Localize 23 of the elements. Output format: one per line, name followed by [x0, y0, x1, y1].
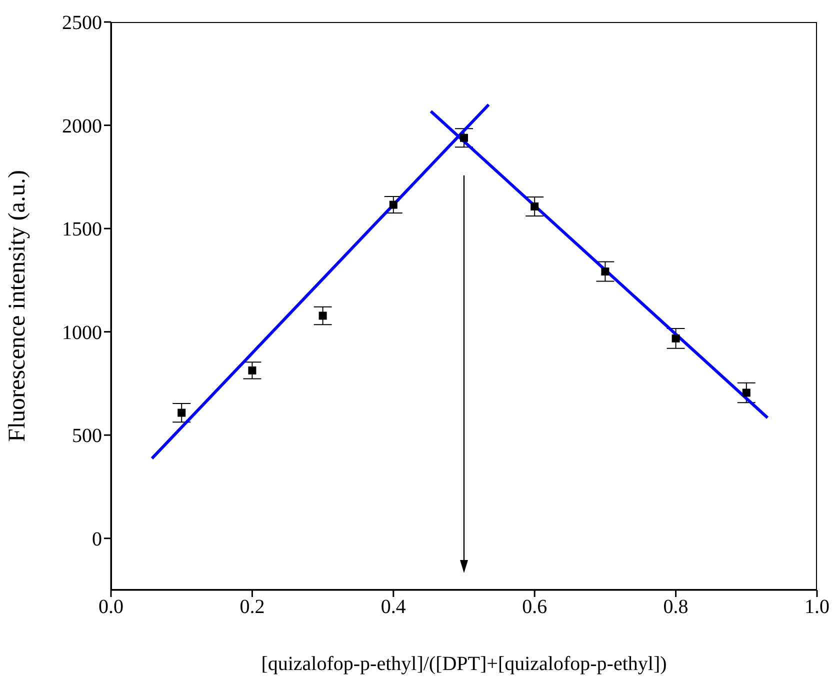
point	[248, 366, 256, 374]
x-tick-label: 0.4	[380, 596, 406, 618]
point	[742, 388, 750, 397]
point	[530, 202, 539, 210]
x-axis-title: [quizalofop-p-ethyl]/([DPT]+[quizalofop-p-ethyl])	[261, 653, 667, 675]
y-tick-label: 1500	[62, 218, 102, 241]
y-axis-title: Fluorescence intensity (a.u.)	[4, 170, 31, 442]
x-tick-label: 0.8	[663, 596, 688, 618]
point	[389, 200, 398, 209]
x-tick-label: 0.2	[240, 596, 265, 618]
y-tick-label: 2500	[62, 12, 102, 34]
y-tick-label: 2000	[62, 115, 102, 138]
x-tick-label: 1.0	[804, 596, 830, 618]
point	[318, 312, 327, 320]
point	[178, 408, 186, 417]
x-tick-label: 0.0	[98, 596, 124, 618]
y-tick-label: 500	[72, 425, 102, 448]
point	[672, 334, 680, 342]
point	[460, 134, 468, 142]
y-tick-label: 0	[92, 528, 102, 550]
point	[601, 268, 610, 276]
y-tick-label: 1000	[62, 322, 102, 344]
x-tick-label: 0.6	[522, 596, 548, 618]
